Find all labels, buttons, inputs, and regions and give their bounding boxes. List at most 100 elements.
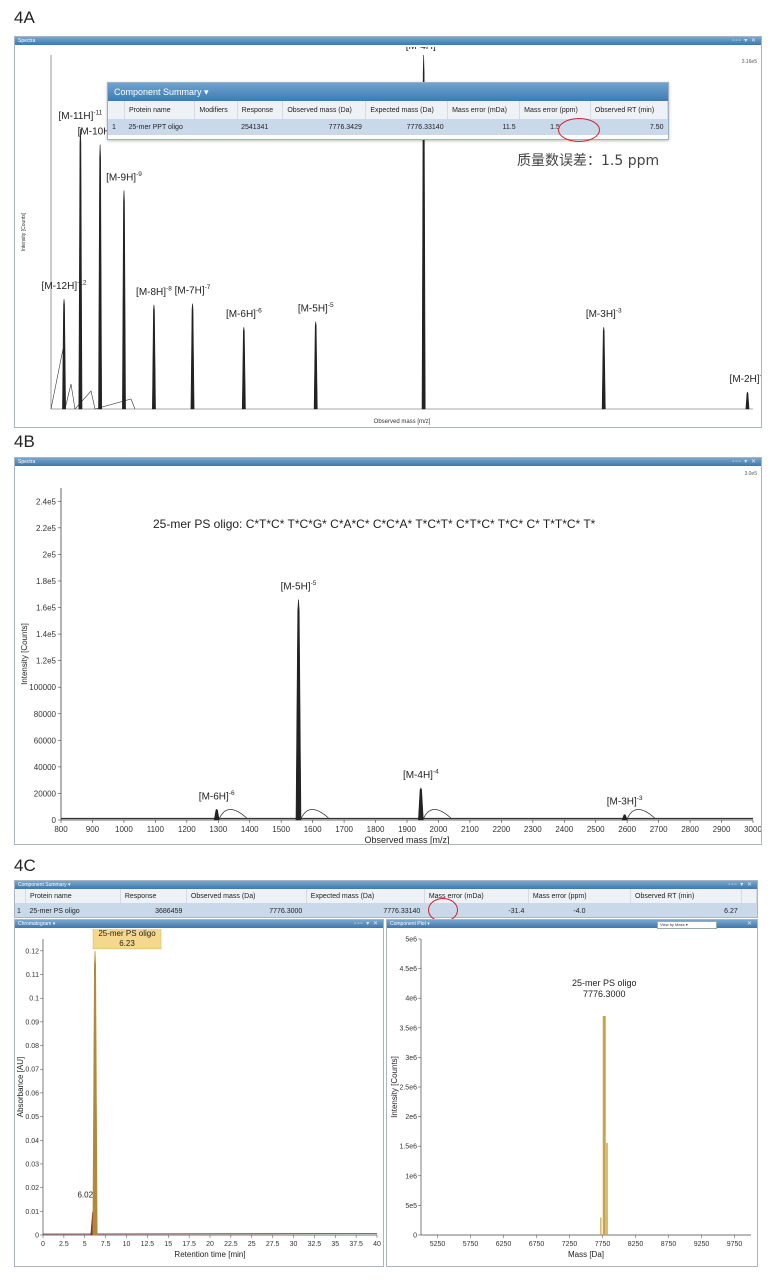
y-tick-label: 0.01 (25, 1209, 39, 1216)
mass-bar-secondary (606, 1143, 608, 1235)
highlight-circle-ppm-a (558, 118, 600, 142)
col-header[interactable]: Observed RT (min) (590, 101, 669, 119)
cell-expected-mass: 7776.33140 (306, 903, 425, 917)
x-tick-label: 1700 (335, 825, 353, 834)
peak (122, 190, 126, 410)
x-tick-label: 1400 (241, 825, 259, 834)
peak-label: [M-3H]-3 (607, 795, 643, 808)
peak-label: [M-11H]-11 (59, 109, 103, 122)
col-header[interactable]: Response (237, 101, 284, 119)
peak (78, 128, 83, 410)
component-summary-a-title[interactable]: Component Summary ▾ (108, 83, 668, 101)
col-header[interactable]: Modifiers (194, 101, 238, 119)
peak-tail (422, 809, 452, 821)
peak-tail (300, 809, 329, 821)
y-tick-label: 5e6 (405, 937, 417, 944)
x-tick-label: 2.5 (59, 1241, 69, 1248)
col-header[interactable]: Mass error (ppm) (519, 101, 591, 119)
col-header[interactable]: Observed RT (min) (630, 889, 743, 903)
cell-protein-name: 25-mer PS oligo (25, 903, 121, 917)
peak (621, 814, 628, 821)
x-axis-label: Observed mass [m/z] (364, 835, 449, 844)
window-controls-icon[interactable]: ▫▫▫ ▾ ✕ (732, 459, 757, 465)
y-tick-label: 40000 (34, 763, 57, 772)
y-tick-label: 2.4e5 (36, 497, 57, 506)
view-by-dropdown-label: View by Mass (660, 922, 685, 927)
peak-label: [M-9H]-9 (106, 171, 142, 184)
y-tick-label: 0.02 (25, 1185, 39, 1192)
x-tick-label: 9750 (727, 1241, 743, 1248)
y-tick-label: 0 (52, 816, 57, 825)
y-tick-label: 0.05 (25, 1114, 39, 1121)
col-header[interactable]: Mass error (ppm) (528, 889, 632, 903)
peak-label-mass: 7776.3000 (583, 989, 626, 999)
panel-a-titlebar: Spectra ▫▫▫ ▾ ✕ (15, 37, 761, 45)
col-header[interactable]: Observed mass (Da) (282, 101, 367, 119)
col-header[interactable]: Protein name (124, 101, 196, 119)
col-header[interactable]: Expected mass (Da) (306, 889, 425, 903)
x-tick-label: 7250 (562, 1241, 578, 1248)
y-tick-label: 2.5e6 (399, 1085, 417, 1092)
cell-response: 2541341 (237, 119, 283, 135)
col-header[interactable]: Mass error (mDa) (447, 101, 521, 119)
x-tick-label: 37.5 (349, 1241, 363, 1248)
summary-c-titlebar: Component Summary ▾ ▫▫▫ ▾ ✕ (15, 881, 757, 889)
peak-label: [M-6H]-6 (226, 308, 262, 321)
peak-tail (626, 809, 655, 821)
cell-observed-mass: 7776.3429 (282, 119, 366, 135)
peak-label: [M-5H]-5 (298, 302, 334, 315)
chromatogram-titlebar: Chromatogram ▾ ▫▫▫ ▾ ✕ (15, 920, 383, 928)
baseline (42, 1233, 378, 1235)
view-by-dropdown[interactable]: View by Mass ▾ (657, 921, 717, 929)
col-header[interactable]: Protein name (25, 889, 121, 903)
component-summary-a-table: Protein name Modifiers Response Observed… (108, 101, 669, 135)
window-controls-icon[interactable]: ▫▫▫ ▾ ✕ (354, 921, 379, 927)
x-tick-label: 12.5 (141, 1241, 155, 1248)
window-controls-icon[interactable]: ✕ (746, 921, 753, 927)
y-tick-label: 1.5e6 (399, 1144, 417, 1151)
y-axis-label: Absorbance [AU] (16, 1057, 25, 1117)
y-tick-label: 0.12 (25, 948, 39, 955)
y-tick-label: 0.04 (25, 1138, 39, 1145)
panel-a-label: 4A (14, 8, 35, 27)
y-tick-label: 3e6 (405, 1055, 417, 1062)
peak-label-box (92, 929, 162, 950)
peak (601, 327, 606, 410)
x-tick-label: 1800 (367, 825, 385, 834)
component-summary-c: Component Summary ▾ ▫▫▫ ▾ ✕ Protein name … (14, 880, 758, 918)
row-index: 1 (15, 903, 26, 917)
col-header[interactable]: Observed mass (Da) (186, 889, 307, 903)
y-tick-label: 1.8e5 (36, 577, 57, 586)
y-tick-label: 0.1 (29, 996, 39, 1003)
window-controls-icon[interactable]: ▫▫▫ ▾ ✕ (728, 882, 753, 888)
window-controls-icon[interactable]: ▫▫▫ ▾ ✕ (732, 38, 757, 44)
peak-label-main-rt: 6.23 (119, 939, 135, 948)
x-tick-label: 25 (248, 1241, 256, 1248)
mass-error-annotation: 质量数误差：1.5 ppm (517, 153, 660, 169)
cell-observed-rt: 7.50 (590, 119, 668, 135)
peak-label: [M-6H]-6 (199, 790, 235, 803)
cell-modifiers (194, 119, 238, 135)
x-axis-label: Retention time [min] (174, 1250, 245, 1259)
y-tick-label: 3.5e6 (399, 1025, 417, 1032)
y-tick-label: 1.2e5 (36, 657, 57, 666)
x-tick-label: 27.5 (266, 1241, 280, 1248)
peak (190, 303, 195, 410)
x-tick-label: 20 (206, 1241, 214, 1248)
x-tick-label: 2100 (461, 825, 479, 834)
y-tick-label: 0.03 (25, 1161, 39, 1168)
x-tick-label: 2400 (555, 825, 573, 834)
col-header[interactable]: Expected mass (Da) (365, 101, 449, 119)
cell-expected-mass: 7776.33140 (365, 119, 448, 135)
table-row[interactable]: 1 25-mer PPT oligo 2541341 7776.3429 777… (108, 119, 668, 135)
component-plot-window: Component Plot ▾ ✕ View by Mass ▾ 5250 575… (386, 919, 758, 1267)
table-row[interactable]: 1 25-mer PS oligo 3686459 7776.3000 7776… (15, 903, 757, 917)
peak (295, 599, 302, 821)
y-tick-label: 1e6 (405, 1173, 417, 1180)
col-header[interactable]: Response (120, 889, 187, 903)
y-tick-label: 0.11 (26, 972, 39, 979)
cell-mass-error-ppm: -4.0 (528, 903, 631, 917)
peak-label: [M-4H]-4 (403, 769, 439, 782)
peak-label: [M-5H]-5 (281, 580, 317, 593)
x-tick-label: 1200 (178, 825, 196, 834)
